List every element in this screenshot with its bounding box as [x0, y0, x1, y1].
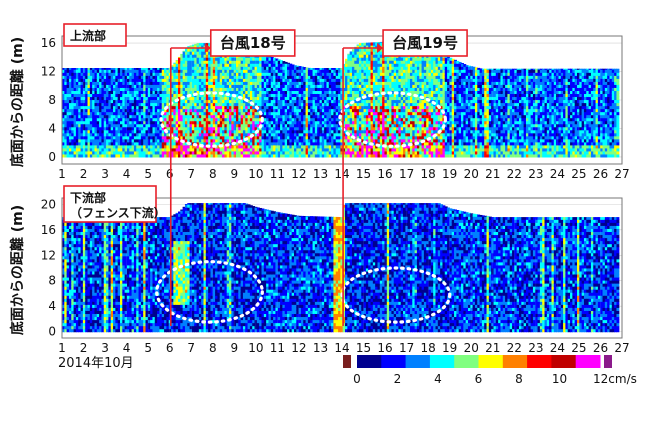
heatmap-cell [271, 57, 274, 58]
